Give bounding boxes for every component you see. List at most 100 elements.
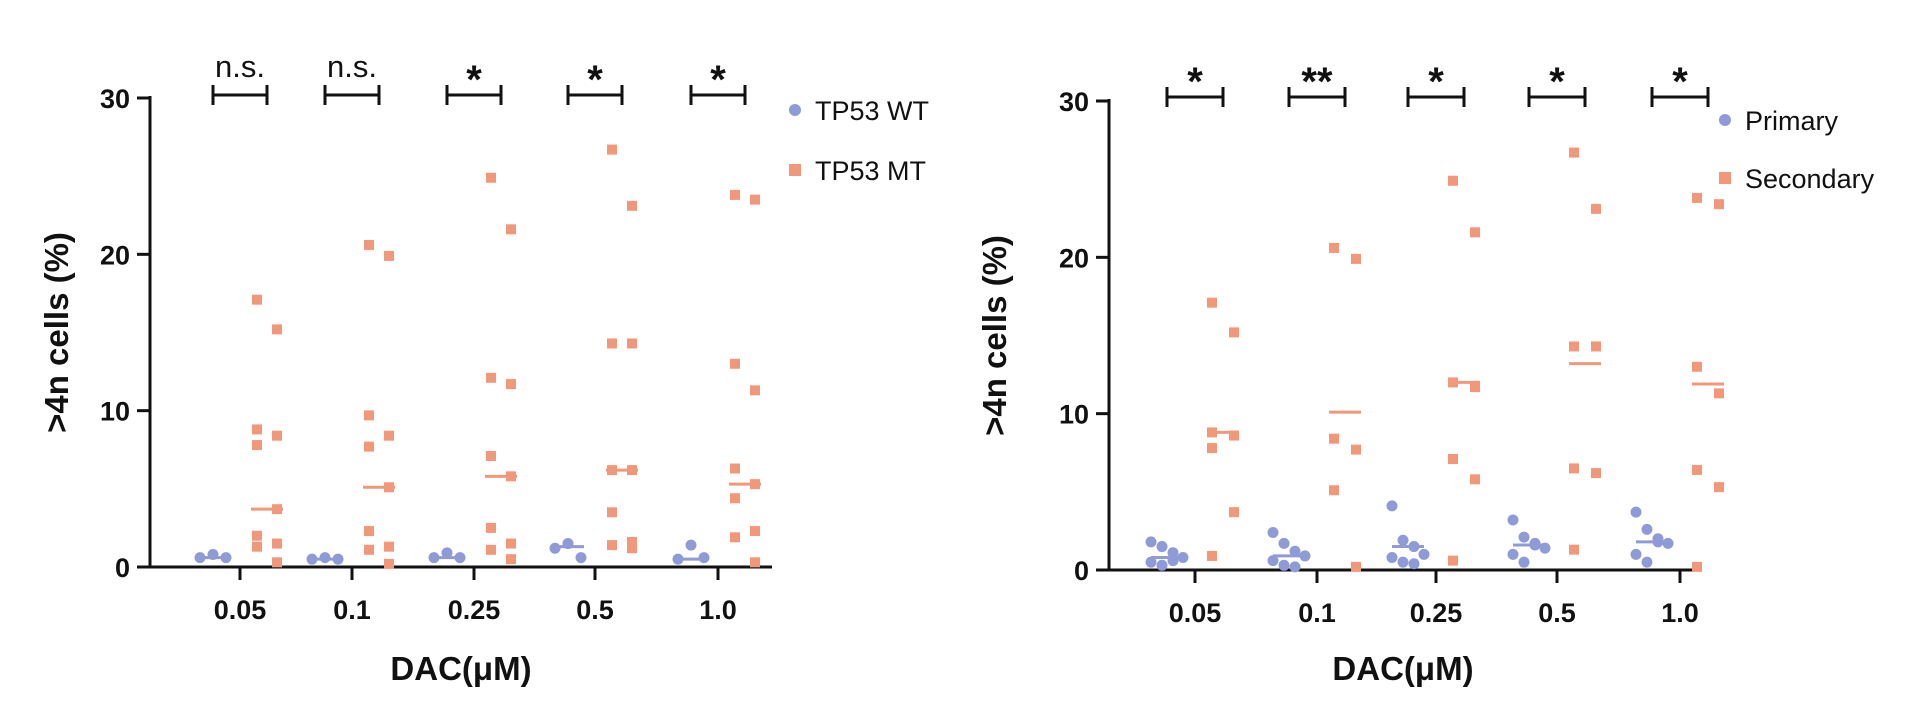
legend-label: TP53 MT [815, 156, 926, 186]
significance-label: * [710, 58, 726, 102]
data-point-b [364, 239, 374, 250]
data-point-b [506, 224, 516, 235]
data-point-b [1351, 561, 1361, 572]
data-point-b [1229, 430, 1239, 441]
data-point-b [1470, 227, 1480, 238]
data-point-b [1714, 388, 1724, 399]
data-point-a [1278, 537, 1290, 549]
y-tick-label: 30 [1059, 87, 1089, 117]
data-point-b [486, 522, 496, 533]
data-point-b [364, 441, 374, 452]
data-point-b [384, 541, 394, 552]
data-point-b [730, 189, 740, 200]
x-axis-title: DAC(μM) [390, 650, 531, 687]
data-point-b [1329, 242, 1339, 253]
chart-primary-secondary: 0 10 20 30 0.05 0.1 0.25 0.5 1.0 DAC(μM) >4n cells… [976, 60, 1875, 687]
data-point-b [272, 557, 282, 568]
data-point-b [486, 372, 496, 383]
data-point-b [1207, 297, 1217, 308]
legend-label: Primary [1745, 106, 1838, 136]
y-tick-label: 0 [1074, 556, 1089, 586]
data-point-b [607, 507, 617, 518]
data-point-a [575, 552, 587, 564]
y-axis-title: >4n cells (%) [976, 235, 1013, 436]
data-point-b [364, 410, 374, 421]
x-tick-label: 0.1 [333, 595, 371, 625]
significance-label: * [1672, 60, 1688, 104]
data-point-a [441, 547, 453, 559]
data-point-a [1267, 555, 1279, 567]
y-tick-label: 10 [1059, 400, 1089, 430]
data-point-b [506, 379, 516, 390]
data-point-b [252, 440, 262, 451]
legend-marker-circle [789, 104, 801, 116]
data-point-a [1267, 526, 1279, 538]
data-point-a [549, 542, 561, 554]
data-point-a [1662, 537, 1674, 549]
data-point-b [750, 194, 760, 205]
data-point-a [1630, 506, 1642, 518]
data-point-a [1278, 559, 1290, 571]
data-point-b [384, 430, 394, 441]
significance-label: * [587, 58, 603, 102]
data-point-b [506, 554, 516, 565]
chart-tp53: 0 10 20 30 0.05 0.1 0.25 0.5 1.0 DAC(μM) >4n cells… [38, 49, 929, 687]
data-point-a [1167, 547, 1179, 559]
significance-label: n.s. [327, 49, 377, 84]
y-tick-label: 0 [115, 553, 130, 583]
data-point-a [1507, 514, 1519, 526]
data-point-a [1156, 541, 1168, 553]
data-point-b [1351, 444, 1361, 455]
data-point-b [1207, 443, 1217, 454]
data-point-b [730, 358, 740, 369]
data-point-b [384, 558, 394, 569]
data-point-b [272, 324, 282, 335]
data-point-b [1329, 433, 1339, 444]
data-point-b [1329, 485, 1339, 496]
data-point-a [1156, 559, 1168, 571]
x-tick-label: 0.25 [1410, 598, 1463, 628]
data-point-b [750, 385, 760, 396]
x-tick-label: 1.0 [1661, 598, 1699, 628]
legend-marker-square [789, 164, 801, 176]
data-point-b [1207, 550, 1217, 561]
data-point-b [1229, 327, 1239, 338]
data-point-b [486, 451, 496, 462]
data-point-b [1229, 507, 1239, 518]
data-point-b [750, 557, 760, 568]
data-point-b [272, 430, 282, 441]
x-tick-label: 0.1 [1298, 598, 1336, 628]
x-tick-label: 0.5 [1538, 598, 1576, 628]
legend-label: TP53 WT [815, 96, 929, 126]
significance-label: ** [1301, 60, 1333, 104]
data-point-a [319, 552, 331, 564]
data-point-b [1569, 463, 1579, 474]
data-point-b [1351, 253, 1361, 264]
data-point-a [1518, 556, 1530, 568]
data-point-b [1448, 454, 1458, 465]
data-point-b [730, 463, 740, 474]
significance-label: n.s. [215, 49, 265, 84]
data-point-b [1591, 468, 1601, 479]
data-point-a [1397, 534, 1409, 546]
data-point-a [1145, 536, 1157, 548]
y-axis-title: >4n cells (%) [38, 232, 75, 433]
data-point-a [1397, 556, 1409, 568]
data-point-b [607, 338, 617, 349]
data-point-b [1692, 192, 1702, 203]
data-point-a [1289, 545, 1301, 557]
x-tick-label: 1.0 [699, 595, 737, 625]
data-point-b [627, 536, 637, 547]
data-point-b [1692, 464, 1702, 475]
x-tick-label: 0.5 [576, 595, 614, 625]
data-point-b [252, 294, 262, 305]
significance-label: * [1549, 60, 1565, 104]
data-point-b [486, 172, 496, 183]
data-point-b [1714, 199, 1724, 210]
data-point-a [698, 552, 710, 564]
data-point-b [607, 144, 617, 155]
data-point-a [1408, 558, 1420, 570]
data-point-b [750, 526, 760, 537]
data-point-a [1641, 556, 1653, 568]
data-point-b [627, 200, 637, 211]
